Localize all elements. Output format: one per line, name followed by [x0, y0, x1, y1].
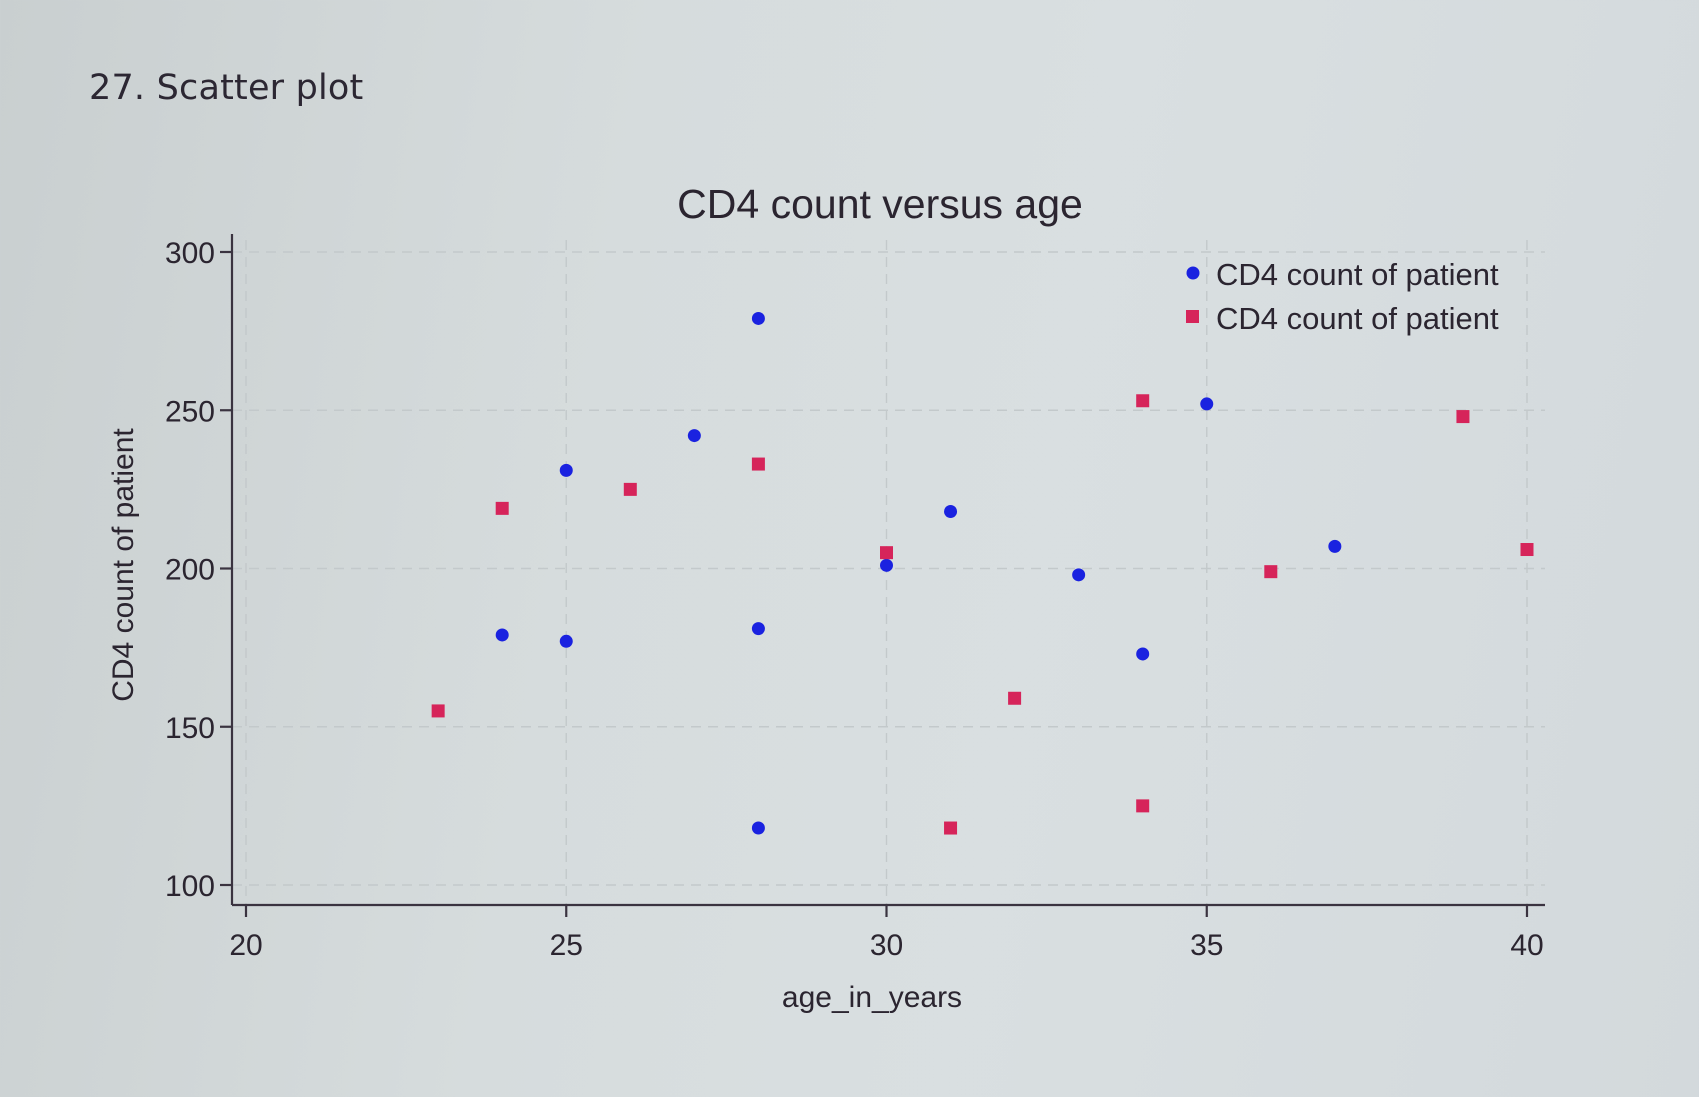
square-point-icon	[944, 821, 958, 835]
y-axis-label: CD4 count of patient	[107, 428, 140, 702]
square-point-icon	[1456, 410, 1470, 424]
legend-item-series-2: CD4 count of patient	[1186, 301, 1499, 336]
circle-point-icon	[1072, 568, 1086, 582]
axes: 100 150 200 250 300 20 25 30 35 40	[165, 234, 1545, 962]
y-tick-label: 200	[165, 554, 215, 587]
y-tick-label: 250	[165, 395, 215, 428]
square-point-icon	[1136, 394, 1150, 408]
x-tick-label: 40	[1510, 929, 1543, 962]
circle-point-icon	[751, 311, 765, 325]
square-point-icon	[1136, 799, 1150, 813]
data-points	[431, 311, 1534, 835]
x-tick-label: 25	[550, 929, 583, 962]
square-point-icon	[751, 457, 765, 471]
square-point-icon	[1008, 691, 1022, 705]
square-point-icon	[495, 501, 509, 515]
legend-square-marker-icon	[1186, 310, 1199, 323]
circle-point-icon	[1136, 647, 1150, 661]
legend-label-series-2: CD4 count of patient	[1216, 301, 1499, 336]
x-tick-label: 30	[870, 929, 903, 962]
square-point-icon	[431, 704, 445, 718]
grid-lines	[232, 240, 1545, 905]
legend-label-series-1: CD4 count of patient	[1216, 257, 1499, 292]
legend-item-series-1: CD4 count of patient	[1186, 257, 1499, 292]
circle-point-icon	[751, 821, 765, 835]
circle-point-icon	[495, 628, 509, 642]
page-heading: 27. Scatter plot	[89, 68, 364, 108]
square-point-icon	[623, 482, 637, 496]
y-tick-label: 100	[165, 870, 215, 903]
x-axis-label: age_in_years	[782, 981, 962, 1014]
y-tick-label: 150	[165, 712, 215, 745]
y-tick-label: 300	[165, 237, 215, 270]
legend-circle-marker-icon	[1186, 266, 1200, 280]
circle-point-icon	[687, 429, 701, 443]
square-point-icon	[1264, 565, 1278, 579]
legend: CD4 count of patient CD4 count of patien…	[1186, 257, 1499, 336]
square-point-icon	[880, 546, 893, 560]
circle-point-icon	[944, 505, 958, 519]
x-tick-label: 35	[1190, 929, 1223, 962]
square-point-icon	[1520, 543, 1534, 557]
chart-title: CD4 count versus age	[677, 181, 1083, 227]
circle-point-icon	[559, 634, 573, 648]
x-tick-label: 20	[229, 929, 262, 962]
circle-point-icon	[1200, 397, 1214, 411]
circle-point-icon	[559, 463, 573, 477]
circle-point-icon	[1328, 539, 1342, 553]
circle-point-icon	[880, 558, 893, 572]
circle-point-icon	[751, 622, 765, 636]
